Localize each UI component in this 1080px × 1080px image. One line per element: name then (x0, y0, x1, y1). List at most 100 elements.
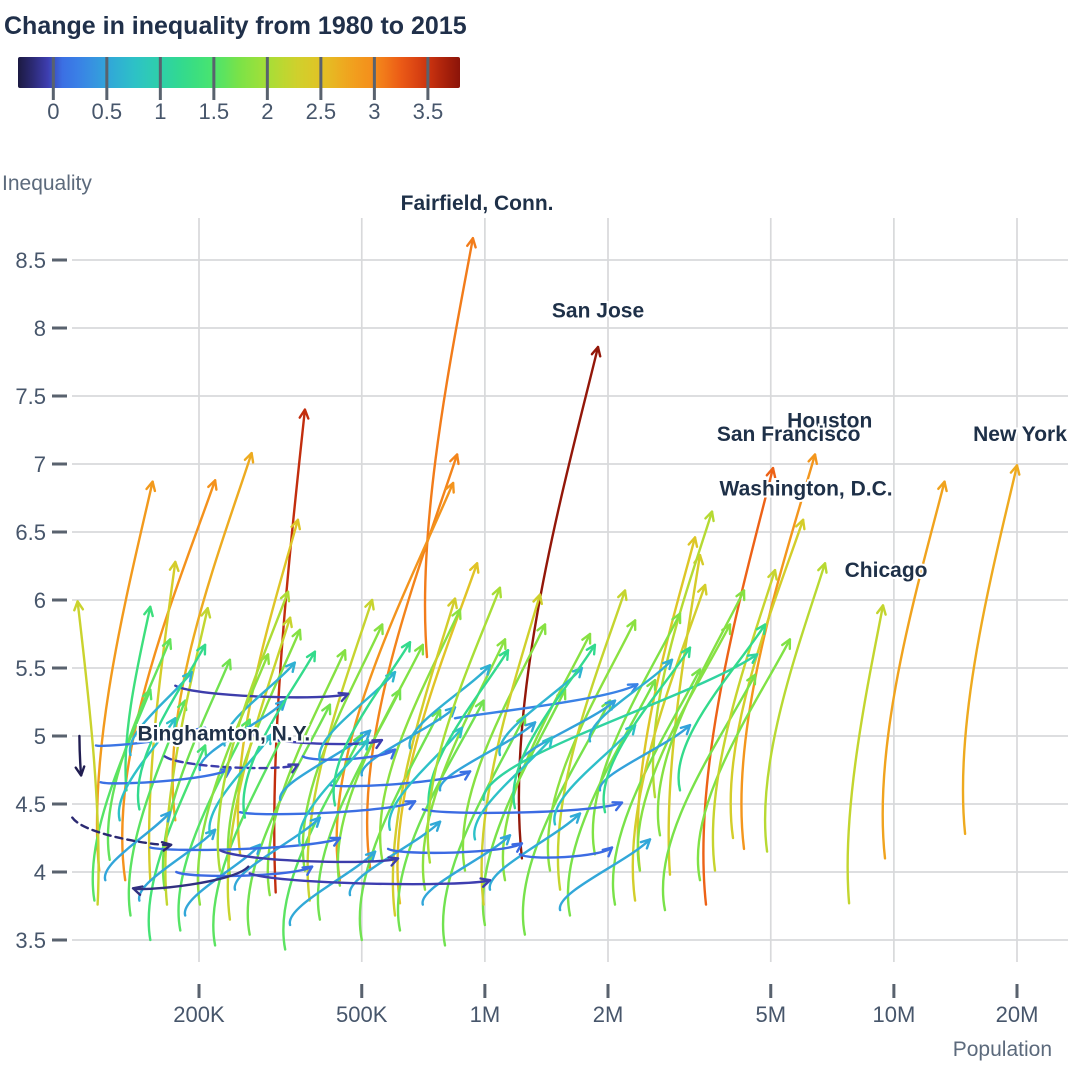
arrow-body (248, 732, 384, 746)
arrow-body (763, 562, 827, 853)
city-arrow (677, 623, 767, 792)
arrow-body (328, 770, 472, 788)
y-tick-label: 5.5 (15, 656, 46, 681)
chart-title: Change in inequality from 1980 to 2015 (4, 12, 467, 40)
arrow-head (767, 568, 778, 581)
city-arrow (208, 733, 273, 837)
city-label: New York (973, 423, 1067, 446)
arrow-body (426, 586, 502, 864)
arrow-body (461, 623, 547, 872)
colorbar-tick-label: 0 (47, 99, 59, 124)
arrow-body (360, 706, 457, 777)
arrow-head (449, 453, 460, 466)
city-arrow (238, 800, 417, 816)
arrow-head (364, 850, 377, 862)
arrow-body (512, 643, 597, 810)
city-label: Binghamton, N.Y. (137, 722, 310, 745)
arrow-head (469, 562, 480, 574)
arrow-head (479, 877, 492, 888)
arrow-head (387, 856, 400, 867)
arrow-body (131, 865, 250, 891)
arrow-body (588, 658, 674, 743)
arrow-head (429, 820, 442, 832)
x-tick-label: 200K (173, 1002, 225, 1027)
arrow-body (226, 616, 292, 921)
city-arrow (242, 650, 317, 819)
arrow-body (238, 800, 417, 816)
arrow-body (242, 650, 317, 819)
city-arrow (711, 568, 778, 872)
arrow-head (498, 649, 510, 661)
city-arrow (131, 865, 250, 896)
city-arrow (103, 811, 172, 882)
city-arrow (183, 843, 262, 917)
arrow-body (164, 607, 209, 906)
arrow-body (94, 726, 207, 748)
arrow-body (566, 679, 657, 917)
y-tick-label: 5 (34, 724, 46, 749)
arrow-body (78, 734, 83, 777)
city-arrow (421, 834, 512, 906)
arrow-body (124, 605, 152, 792)
city-arrow (740, 453, 818, 851)
city-arrow (480, 593, 543, 906)
arrow-head (542, 736, 554, 748)
arrow-head (626, 683, 639, 694)
city-arrow (73, 600, 100, 906)
arrow-head (601, 846, 614, 858)
colorbar-tick-label: 3 (368, 99, 380, 124)
arrow-body (591, 612, 682, 856)
arrow-body (266, 649, 347, 897)
city-arrow (301, 748, 397, 761)
arrow-body (161, 658, 232, 891)
arrow-body (473, 736, 554, 841)
arrow-head (496, 638, 507, 651)
city-arrow (438, 721, 537, 792)
arrow-body (729, 518, 805, 840)
arrow-body (438, 721, 537, 792)
arrow-body (421, 834, 512, 906)
arrow-body (218, 849, 400, 864)
city-arrow (591, 612, 682, 856)
arrow-body (174, 684, 350, 699)
city-arrow (297, 738, 370, 846)
city-arrow (656, 589, 746, 837)
arrow-head (746, 673, 757, 686)
arrow-body (297, 738, 370, 846)
arrow-head (359, 729, 372, 741)
arrow-body (391, 597, 457, 917)
city-arrow (266, 649, 347, 897)
colorbar-tick-label: 1 (154, 99, 166, 124)
city-arrow (117, 717, 177, 822)
x-tick-label: 500K (336, 1002, 388, 1027)
arrow-head (414, 643, 425, 656)
y-tick-label: 3.5 (15, 928, 46, 953)
arrow-head (400, 641, 412, 653)
arrow-body (335, 481, 455, 882)
x-tick-label: 5M (755, 1002, 786, 1027)
city-label: Houston (787, 409, 872, 432)
arrow-body (103, 811, 172, 882)
arrow-body (423, 237, 475, 659)
city-arrow (518, 846, 614, 859)
y-tick-label: 8 (34, 316, 46, 341)
city-arrow (651, 510, 715, 799)
arrow-head (145, 480, 157, 493)
city-arrow (233, 816, 322, 891)
city-arrow (332, 641, 412, 807)
city-arrow (387, 726, 464, 831)
arrow-body (246, 703, 332, 936)
arrow-head (876, 604, 887, 616)
city-arrow (461, 623, 547, 872)
arrow-head (384, 748, 397, 760)
colorbar-tick-label: 3.5 (413, 99, 444, 124)
city-arrow (408, 664, 492, 750)
city-arrow (248, 872, 492, 888)
arrow-body (177, 718, 251, 932)
city-label: San Jose (552, 299, 644, 322)
colorbar (18, 57, 460, 88)
arrow-body (421, 801, 624, 815)
arrow-head (817, 562, 828, 574)
arrow-head (358, 738, 370, 751)
